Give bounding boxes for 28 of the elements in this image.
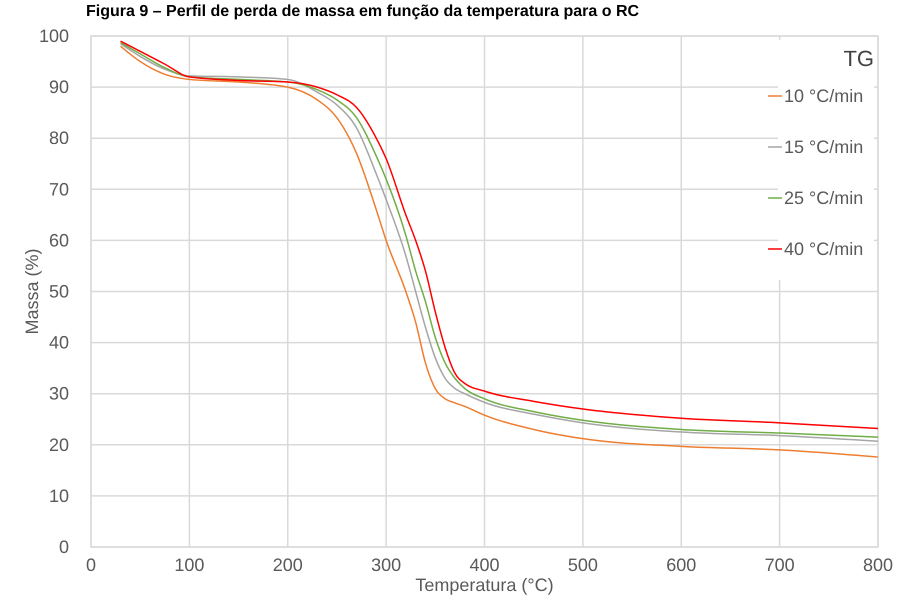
legend-title: TG	[843, 46, 874, 71]
x-tick-label: 400	[469, 555, 500, 575]
x-tick-label: 100	[174, 555, 204, 575]
y-tick-label: 0	[58, 537, 69, 557]
y-axis-title: Massa (%)	[22, 248, 42, 335]
chart-title: Figura 9 – Perfil de perda de massa em função da temperatura para o RC	[86, 3, 640, 20]
x-axis-title: Temperatura (°C)	[415, 575, 554, 595]
y-tick-label: 50	[48, 282, 69, 302]
y-tick-label: 90	[48, 77, 69, 98]
y-tick-label: 30	[48, 384, 69, 404]
legend-label: 40 °C/min	[784, 239, 864, 259]
x-tick-label: 0	[86, 555, 96, 575]
y-tick-label: 70	[48, 179, 69, 200]
legend-label: 10 °C/min	[784, 86, 864, 106]
y-tick-label: 80	[48, 128, 69, 148]
y-tick-label: 60	[48, 230, 69, 250]
y-tick-label: 40	[48, 332, 69, 353]
y-tick-label: 10	[48, 486, 69, 506]
x-tick-label: 200	[272, 555, 303, 575]
x-tick-label: 800	[862, 555, 894, 575]
x-tick-label: 300	[371, 555, 402, 575]
legend-label: 15 °C/min	[784, 137, 864, 157]
x-tick-label: 700	[764, 555, 795, 575]
y-tick-label: 100	[38, 26, 69, 46]
x-tick-label: 600	[666, 555, 696, 575]
y-tick-label: 20	[48, 434, 69, 455]
legend-label: 25 °C/min	[784, 188, 864, 208]
x-tick-label: 500	[568, 555, 598, 575]
